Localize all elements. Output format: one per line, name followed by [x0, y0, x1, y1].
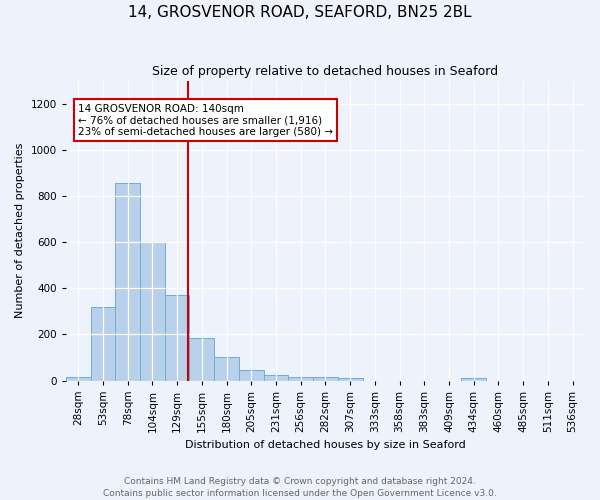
X-axis label: Distribution of detached houses by size in Seaford: Distribution of detached houses by size … — [185, 440, 466, 450]
Bar — [461, 378, 486, 380]
Bar — [190, 338, 214, 380]
Bar — [338, 378, 362, 380]
Bar — [239, 370, 263, 380]
Bar — [115, 183, 140, 380]
Text: 14, GROSVENOR ROAD, SEAFORD, BN25 2BL: 14, GROSVENOR ROAD, SEAFORD, BN25 2BL — [128, 5, 472, 20]
Text: 14 GROSVENOR ROAD: 140sqm
← 76% of detached houses are smaller (1,916)
23% of se: 14 GROSVENOR ROAD: 140sqm ← 76% of detac… — [78, 104, 333, 137]
Y-axis label: Number of detached properties: Number of detached properties — [15, 143, 25, 318]
Bar — [289, 376, 313, 380]
Bar — [66, 377, 91, 380]
Bar — [91, 306, 115, 380]
Bar — [263, 376, 289, 380]
Bar — [214, 358, 239, 380]
Bar — [165, 295, 190, 380]
Text: Contains HM Land Registry data © Crown copyright and database right 2024.
Contai: Contains HM Land Registry data © Crown c… — [103, 476, 497, 498]
Bar — [313, 376, 338, 380]
Bar — [140, 242, 165, 380]
Title: Size of property relative to detached houses in Seaford: Size of property relative to detached ho… — [152, 65, 499, 78]
